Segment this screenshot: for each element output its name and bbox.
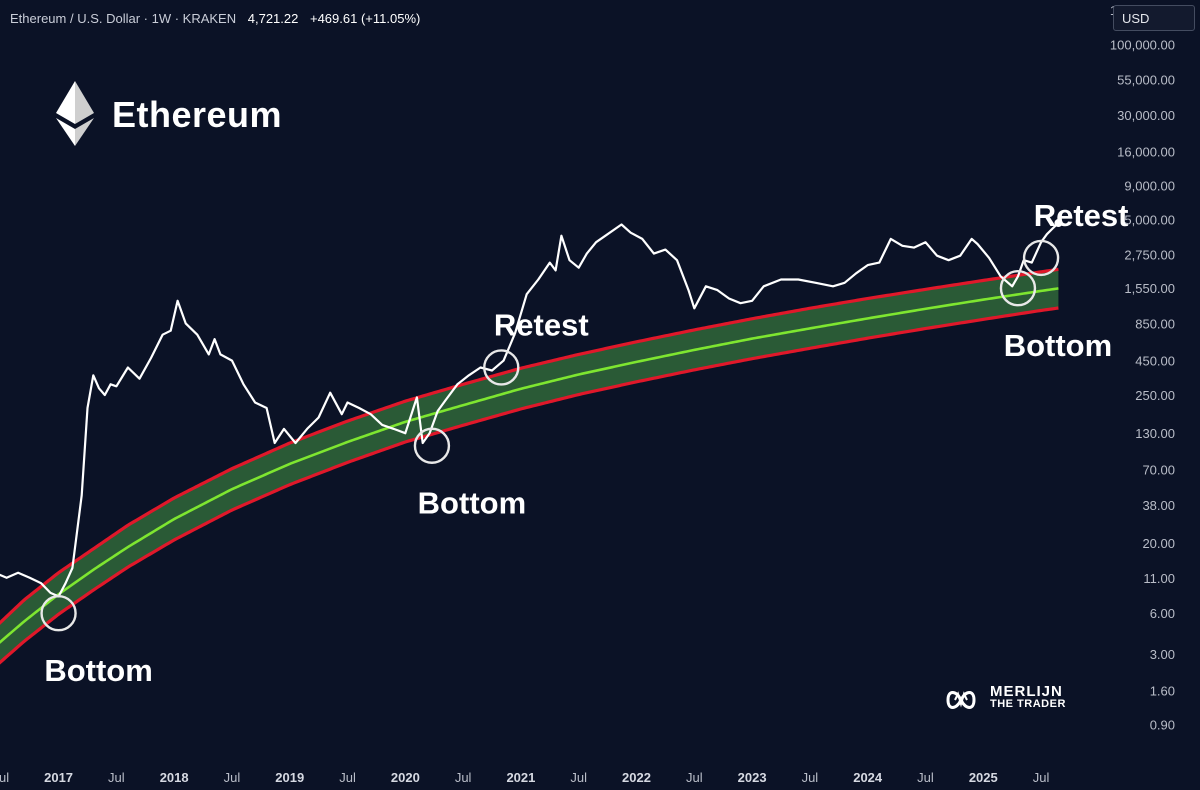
y-tick-label: 850.00	[1135, 316, 1175, 331]
x-tick-label: Jul	[455, 770, 472, 785]
watermark: MERLIJN THE TRADER	[990, 683, 1066, 710]
last-price: 4,721.22	[247, 11, 299, 26]
price-change: +469.61 (+11.05%)	[309, 11, 421, 26]
watermark-line1: MERLIJN	[990, 683, 1063, 700]
annotation-label: Retest	[494, 307, 589, 342]
y-tick-label: 16,000.00	[1117, 145, 1175, 160]
y-tick-label: 55,000.00	[1117, 72, 1175, 87]
brand-title: Ethereum	[112, 94, 283, 135]
annotation-circle	[1022, 239, 1060, 277]
band-lower-line	[0, 306, 1059, 665]
annotation-label: Retest	[1034, 198, 1129, 233]
x-tick-label: 2018	[160, 770, 189, 785]
x-tick-label: Jul	[1033, 770, 1050, 785]
y-axis: 0.90 1.60 3.00 6.00 11.00 20.00 38.00 70.00 130.…	[1110, 3, 1175, 732]
y-tick-label: 9,000.00	[1124, 178, 1175, 193]
y-tick-label: 0.90	[1150, 717, 1175, 732]
y-tick-label: 6.00	[1150, 606, 1175, 621]
watermark-line2: THE TRADER	[990, 698, 1066, 710]
x-tick-label: Jul	[339, 770, 356, 785]
y-tick-label: 5,000.00	[1124, 213, 1175, 228]
x-tick-label: 2024	[853, 770, 883, 785]
x-tick-label: Jul	[0, 770, 9, 785]
x-tick-label: 2023	[738, 770, 767, 785]
chart-header: Ethereum / U.S. Dollar · 1W · KRAKEN 4,7…	[10, 11, 420, 26]
x-tick-label: 2020	[391, 770, 420, 785]
y-tick-label: 70.00	[1142, 462, 1175, 477]
x-tick-label: 2017	[44, 770, 73, 785]
x-tick-label: 2021	[506, 770, 535, 785]
last-price-point	[1054, 219, 1063, 228]
band-layer	[0, 267, 1059, 665]
annotation-circle	[40, 595, 77, 632]
annotation-label: Bottom	[418, 486, 526, 521]
y-tick-label: 450.00	[1135, 354, 1175, 369]
y-tick-label: 1.60	[1150, 684, 1175, 699]
merlijn-logo-icon	[946, 691, 976, 709]
y-tick-label: 11.00	[1143, 571, 1175, 586]
ethereum-logo-icon	[56, 81, 94, 146]
symbol-info: Ethereum / U.S. Dollar · 1W · KRAKEN	[10, 11, 237, 26]
y-tick-label: 100,000.00	[1110, 37, 1175, 52]
x-tick-label: 2025	[969, 770, 998, 785]
x-tick-label: 2022	[622, 770, 651, 785]
price-layer	[0, 219, 1063, 598]
y-tick-label: 30,000.00	[1117, 108, 1175, 123]
annotation-circle	[999, 270, 1037, 307]
x-tick-label: Jul	[917, 770, 934, 785]
y-tick-label: 130.00	[1135, 426, 1175, 441]
annotation-circle	[483, 349, 520, 386]
y-tick-label: 250.00	[1135, 388, 1175, 403]
band-mid-line	[0, 287, 1059, 644]
x-tick-label: Jul	[224, 770, 241, 785]
y-tick-label: 2,750.00	[1124, 248, 1175, 263]
y-tick-label: 20.00	[1142, 536, 1175, 551]
band-fill	[0, 269, 1059, 663]
annotation-circle	[413, 427, 451, 464]
x-tick-label: Jul	[108, 770, 125, 785]
y-tick-label: 1,550.00	[1124, 281, 1175, 296]
x-axis: Jul 2017 Jul 2018 Jul 2019 Jul 2020 Jul 2021 Jul 20…	[0, 770, 1049, 785]
y-tick-label: 3.00	[1150, 647, 1175, 662]
x-tick-label: 2019	[275, 770, 304, 785]
currency-button[interactable]: USD	[1113, 5, 1195, 31]
x-tick-label: Jul	[686, 770, 703, 785]
annotation-label: Bottom	[1004, 328, 1112, 363]
price-line	[0, 222, 1060, 598]
y-tick-label: 38.00	[1142, 498, 1175, 513]
x-tick-label: Jul	[570, 770, 587, 785]
band-upper-line	[0, 267, 1059, 625]
annotation-layer: Bottom Bottom Retest Bottom Retest	[40, 198, 1129, 688]
x-tick-label: Jul	[802, 770, 819, 785]
annotation-label: Bottom	[44, 653, 152, 688]
